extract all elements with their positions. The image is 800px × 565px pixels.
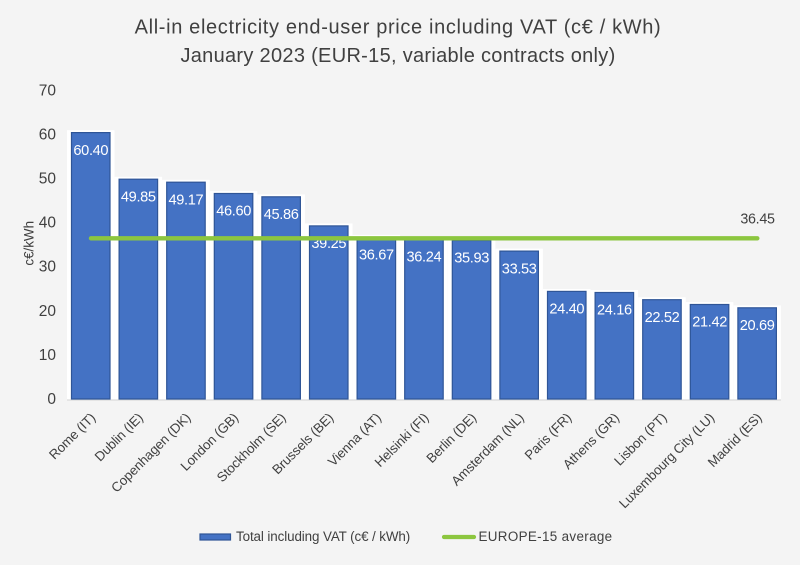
svg-text:40: 40 (39, 215, 57, 232)
svg-text:c€/kWh: c€/kWh (21, 221, 36, 266)
svg-text:36.67: 36.67 (359, 248, 394, 264)
svg-text:36.24: 36.24 (407, 249, 442, 265)
svg-text:30: 30 (39, 259, 57, 276)
svg-text:All-in electricity end-user pr: All-in electricity end-user price includ… (135, 17, 662, 39)
svg-text:0: 0 (47, 391, 56, 408)
svg-text:35.93: 35.93 (454, 251, 489, 267)
svg-text:33.53: 33.53 (502, 261, 537, 277)
svg-text:21.42: 21.42 (692, 315, 727, 331)
svg-text:January 2023 (EUR-15, variable: January 2023 (EUR-15, variable contracts… (180, 45, 615, 67)
svg-text:49.85: 49.85 (121, 189, 156, 205)
svg-text:10: 10 (39, 347, 57, 364)
svg-text:20: 20 (39, 303, 57, 320)
svg-text:70: 70 (39, 82, 57, 99)
svg-text:Total including VAT (c€ / kWh): Total including VAT (c€ / kWh) (236, 529, 410, 544)
svg-text:20.69: 20.69 (740, 318, 775, 334)
svg-text:EUROPE-15 average: EUROPE-15 average (479, 529, 613, 544)
svg-text:49.17: 49.17 (169, 192, 204, 208)
svg-text:24.40: 24.40 (549, 302, 584, 318)
svg-text:60: 60 (39, 126, 57, 143)
svg-text:45.86: 45.86 (264, 207, 299, 223)
svg-text:60.40: 60.40 (73, 143, 108, 159)
svg-text:22.52: 22.52 (645, 310, 680, 326)
svg-text:36.45: 36.45 (740, 211, 775, 227)
svg-text:50: 50 (39, 171, 57, 188)
svg-text:24.16: 24.16 (597, 303, 632, 319)
svg-text:46.60: 46.60 (216, 204, 251, 220)
